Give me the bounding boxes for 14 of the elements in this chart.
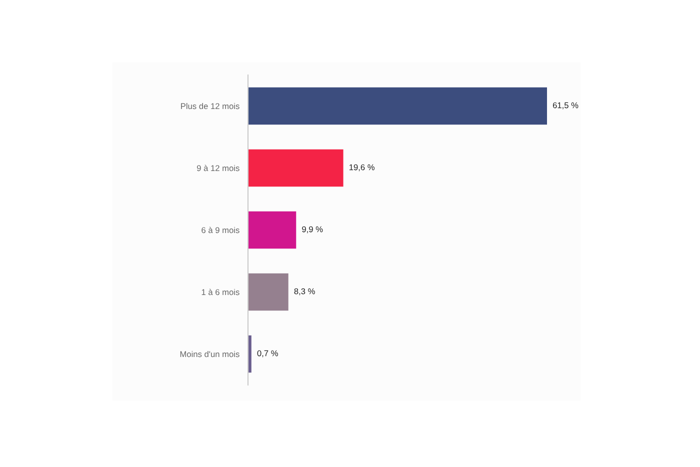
y-tick-label: Plus de 12 mois	[181, 102, 240, 110]
data-label: 61,5 %	[552, 102, 578, 110]
bar	[248, 273, 288, 311]
y-tick-label: 6 à 9 mois	[202, 226, 240, 234]
y-tick-label: 9 à 12 mois	[196, 164, 240, 172]
bar	[248, 87, 547, 125]
data-label: 8,3 %	[294, 288, 315, 296]
y-tick-label: Moins d'un mois	[180, 350, 240, 358]
data-label: 9,9 %	[302, 226, 323, 234]
y-tick-label: 1 à 6 mois	[202, 288, 240, 296]
data-label: 0,7 %	[257, 350, 278, 358]
data-label: 19,6 %	[349, 164, 374, 172]
bar	[248, 149, 344, 187]
bar	[248, 211, 296, 249]
